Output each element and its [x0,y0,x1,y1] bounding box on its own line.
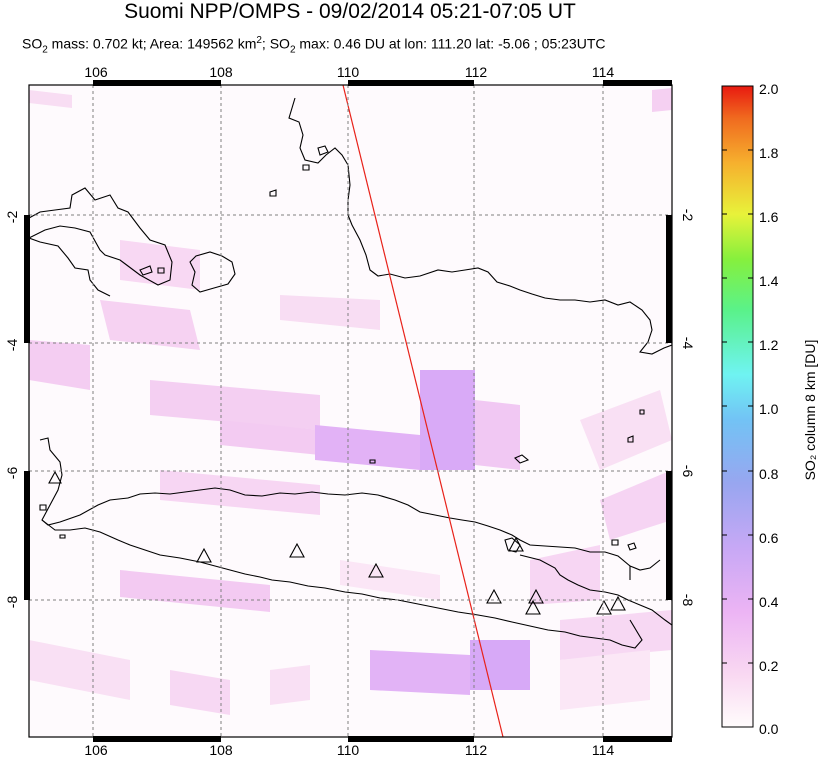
colorbar-tick-label: 1.2 [759,337,779,353]
volcano-markers [48,470,626,615]
lon-labels-bottom: 106 108 110 112 114 [84,742,614,758]
volcano-marker-icon [610,595,626,611]
lon-tick-label: 108 [209,742,233,758]
colorbar-tick-label: 0.6 [759,530,779,546]
colorbar-labels: 2.0 1.8 1.6 1.4 1.2 1.0 0.8 0.6 0.4 0.2 … [759,81,779,737]
colorbar-ticks [722,85,753,664]
lon-tick-label: 108 [209,64,233,80]
colorbar-tick-label: 0.8 [759,466,779,482]
colorbar-tick-label: 0.0 [759,721,779,737]
lon-tick-label: 106 [84,64,108,80]
volcano-marker-icon [596,599,612,615]
lon-tick-label: 112 [465,64,488,80]
subtitle: SO2 mass: 0.702 kt; Area: 149562 km2; SO… [22,35,606,56]
lat-labels-right: -2 -4 -6 -8 [680,209,696,607]
coastlines [29,97,672,649]
so2-pixels [29,88,672,715]
colorbar-tick-label: 1.8 [759,145,779,161]
volcano-marker-icon [525,599,541,615]
lat-tick-label: -2 [680,209,696,222]
orbit-track-line [342,84,504,738]
lat-tick-label: -8 [4,596,20,609]
lon-tick-label: 112 [465,742,488,758]
graticule [29,85,672,737]
lon-tick-label: 114 [592,64,615,80]
lat-tick-label: -6 [680,465,696,478]
colorbar-tick-label: 2.0 [759,81,779,97]
page-title: Suomi NPP/OMPS - 09/02/2014 05:21-07:05 … [124,0,576,23]
colorbar-tick-label: 1.4 [759,273,779,289]
volcano-marker-icon [289,542,305,558]
lon-tick-label: 110 [337,64,360,80]
lat-tick-label: -4 [680,337,696,350]
lon-tick-label: 110 [337,742,360,758]
colorbar-tick-label: 1.6 [759,209,779,225]
lon-tick-label: 106 [84,742,108,758]
volcano-marker-icon [368,562,384,578]
frame-ticks [24,80,672,742]
volcano-marker-icon [528,588,544,604]
lat-tick-label: -4 [4,339,20,352]
colorbar-tick-label: 0.4 [759,594,779,610]
lon-tick-label: 114 [592,742,615,758]
volcano-marker-icon [486,588,502,604]
lat-labels-left: -2 -4 -6 -8 [4,211,20,609]
volcano-marker-icon [196,547,212,563]
colorbar-tick-label: 0.2 [759,658,779,674]
colorbar-title: SO₂ column 8 km [DU] [802,340,818,481]
lat-tick-label: -6 [4,467,20,480]
volcano-marker-icon [48,470,62,484]
lon-labels-top: 106 108 110 112 114 [84,64,614,80]
lat-tick-label: -8 [680,594,696,607]
volcano-marker-icon [508,536,524,552]
lat-tick-label: -2 [4,211,20,224]
colorbar-tick-label: 1.0 [759,401,779,417]
